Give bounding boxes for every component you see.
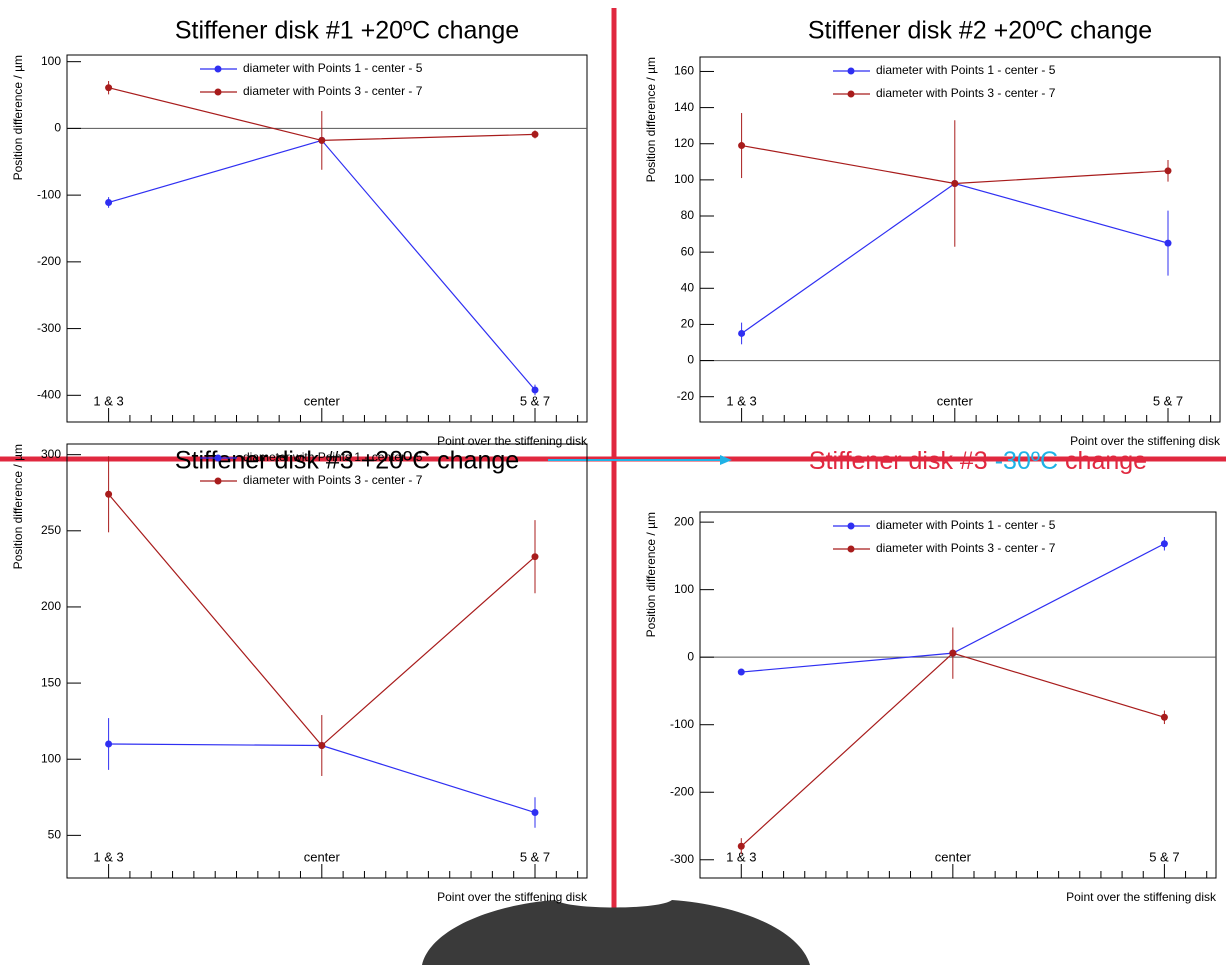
data-point	[532, 131, 539, 138]
legend-marker	[215, 455, 222, 462]
y-axis-label: Position difference / µm	[644, 512, 658, 637]
data-point	[1161, 540, 1168, 547]
legend-label: diameter with Points 1 - center - 5	[876, 518, 1056, 532]
legend-label: diameter with Points 1 - center - 5	[876, 63, 1056, 77]
y-axis-label: Position difference / µm	[11, 55, 25, 180]
title-part: change	[1065, 447, 1147, 475]
data-point	[105, 84, 112, 91]
y-tick-label: -200	[670, 784, 694, 798]
legend-label: diameter with Points 3 - center - 7	[243, 473, 423, 487]
x-tick-label: center	[304, 849, 341, 864]
legend-label: diameter with Points 3 - center - 7	[876, 541, 1056, 555]
y-tick-label: -400	[37, 387, 61, 401]
chart-title: Stiffener disk #2 +20ºC change	[808, 17, 1152, 45]
y-tick-label: 80	[681, 208, 695, 222]
y-tick-label: 200	[674, 514, 694, 528]
y-tick-label: 100	[41, 54, 61, 68]
data-point	[532, 553, 539, 560]
data-point	[105, 199, 112, 206]
y-axis-label: Position difference / µm	[644, 57, 658, 182]
x-tick-label: center	[304, 393, 341, 408]
x-axis-label: Point over the stiffening disk	[1066, 890, 1217, 904]
x-tick-label: 5 & 7	[1149, 849, 1179, 864]
y-tick-label: -300	[37, 321, 61, 335]
y-tick-label: 300	[41, 447, 61, 461]
x-tick-label: 5 & 7	[520, 849, 550, 864]
data-point	[1165, 240, 1172, 247]
data-point	[949, 650, 956, 657]
plot-frame	[700, 57, 1220, 422]
data-point	[318, 137, 325, 144]
legend-marker	[215, 89, 222, 96]
y-tick-label: -200	[37, 254, 61, 268]
y-tick-label: 50	[48, 828, 62, 842]
y-tick-label: 40	[681, 280, 695, 294]
y-tick-label: 100	[674, 172, 694, 186]
data-point	[318, 742, 325, 749]
decoration	[422, 900, 810, 965]
x-tick-label: 1 & 3	[726, 393, 756, 408]
y-tick-label: 0	[687, 649, 694, 663]
legend-marker	[848, 523, 855, 530]
data-point	[738, 843, 745, 850]
y-tick-label: 100	[674, 582, 694, 596]
y-tick-label: 160	[674, 64, 694, 78]
y-tick-label: 0	[54, 121, 61, 135]
data-point	[951, 180, 958, 187]
x-tick-label: 1 & 3	[93, 393, 123, 408]
legend-label: diameter with Points 1 - center - 5	[243, 61, 423, 75]
legend-label: diameter with Points 1 - center - 5	[243, 450, 423, 464]
y-tick-label: 20	[681, 317, 695, 331]
y-tick-label: 140	[674, 100, 694, 114]
y-tick-label: 100	[41, 751, 61, 765]
plot-frame	[67, 55, 587, 422]
x-tick-label: center	[937, 393, 974, 408]
legend-marker	[848, 546, 855, 553]
y-tick-label: 250	[41, 523, 61, 537]
data-point	[105, 740, 112, 747]
legend-label: diameter with Points 3 - center - 7	[243, 84, 423, 98]
y-tick-label: -100	[37, 187, 61, 201]
data-point	[738, 330, 745, 337]
chart-title: Stiffener disk #1 +20ºC change	[175, 17, 519, 45]
legend-marker	[215, 66, 222, 73]
legend-label: diameter with Points 3 - center - 7	[876, 86, 1056, 100]
y-tick-label: 150	[41, 675, 61, 689]
data-point	[1165, 167, 1172, 174]
series-line	[109, 494, 535, 745]
plot-frame	[67, 444, 587, 878]
title-part: -30ºC	[995, 447, 1058, 475]
data-point	[738, 669, 745, 676]
y-tick-label: 120	[674, 136, 694, 150]
x-axis-label: Point over the stiffening disk	[437, 890, 588, 904]
y-tick-label: -20	[677, 389, 695, 403]
y-tick-label: 200	[41, 599, 61, 613]
series-line	[741, 653, 1164, 846]
data-point	[532, 386, 539, 393]
legend-marker	[848, 68, 855, 75]
y-axis-label: Position difference / µm	[11, 444, 25, 569]
x-tick-label: 1 & 3	[93, 849, 123, 864]
plot-frame	[700, 512, 1216, 878]
y-tick-label: -100	[670, 717, 694, 731]
series-line	[109, 140, 535, 390]
legend-marker	[848, 91, 855, 98]
title-part: Stiffener disk #3	[809, 447, 988, 475]
x-tick-label: 5 & 7	[520, 393, 550, 408]
y-tick-label: 0	[687, 353, 694, 367]
x-tick-label: 5 & 7	[1153, 393, 1183, 408]
data-point	[105, 491, 112, 498]
figure: Stiffener disk #1 +20ºC change -400 -300 -2…	[0, 0, 1226, 965]
legend-marker	[215, 478, 222, 485]
x-tick-label: center	[935, 849, 972, 864]
data-point	[532, 809, 539, 816]
y-tick-label: -300	[670, 852, 694, 866]
y-tick-label: 60	[681, 244, 695, 258]
data-point	[1161, 714, 1168, 721]
data-point	[738, 142, 745, 149]
